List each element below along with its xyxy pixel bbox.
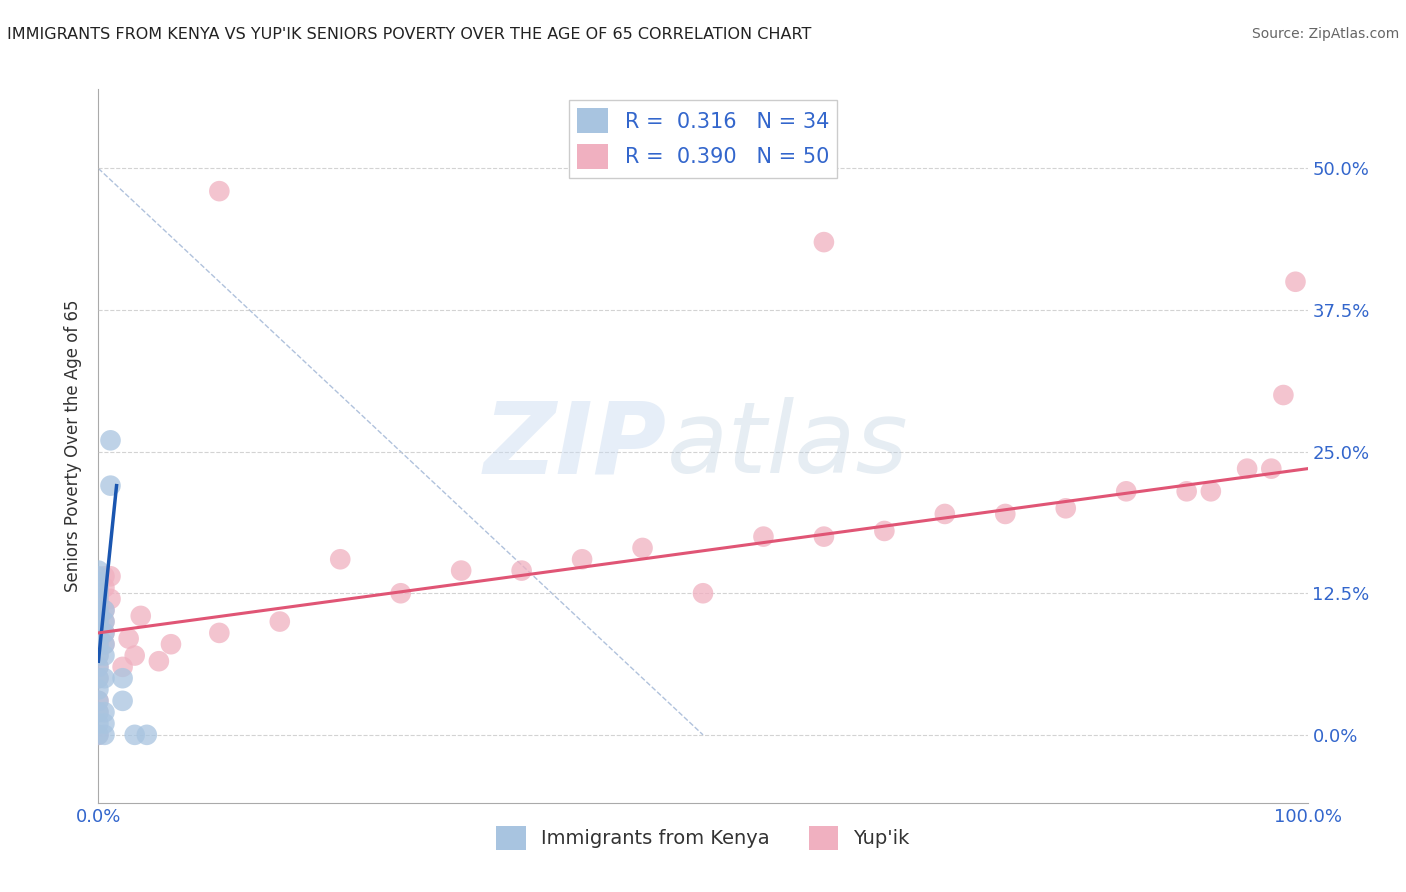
Point — [93, 615, 115, 629]
Point — [87, 591, 110, 606]
Point — [1175, 484, 1198, 499]
Point — [87, 671, 110, 685]
Point — [208, 626, 231, 640]
Point — [87, 615, 110, 629]
Point — [87, 682, 110, 697]
Point — [87, 705, 110, 719]
Point — [1199, 484, 1222, 499]
Point — [160, 637, 183, 651]
Point — [111, 671, 134, 685]
Point — [148, 654, 170, 668]
Point — [87, 694, 110, 708]
Point — [994, 507, 1017, 521]
Point — [1260, 461, 1282, 475]
Point — [87, 564, 110, 578]
Point — [631, 541, 654, 555]
Point — [100, 591, 122, 606]
Point — [813, 530, 835, 544]
Point — [1272, 388, 1295, 402]
Point — [93, 569, 115, 583]
Point — [93, 603, 115, 617]
Point — [813, 235, 835, 249]
Point — [87, 705, 110, 719]
Point — [93, 716, 115, 731]
Point — [571, 552, 593, 566]
Point — [87, 694, 110, 708]
Point — [93, 603, 115, 617]
Point — [129, 608, 152, 623]
Point — [93, 626, 115, 640]
Point — [93, 626, 115, 640]
Point — [87, 581, 110, 595]
Text: atlas: atlas — [666, 398, 908, 494]
Point — [873, 524, 896, 538]
Point — [329, 552, 352, 566]
Point — [1115, 484, 1137, 499]
Point — [87, 637, 110, 651]
Point — [87, 603, 110, 617]
Point — [1054, 501, 1077, 516]
Point — [93, 581, 115, 595]
Point — [87, 660, 110, 674]
Point — [87, 626, 110, 640]
Point — [87, 671, 110, 685]
Point — [118, 632, 141, 646]
Point — [87, 637, 110, 651]
Point — [100, 434, 122, 448]
Point — [87, 648, 110, 663]
Point — [100, 478, 122, 492]
Point — [87, 648, 110, 663]
Point — [87, 574, 110, 589]
Point — [87, 728, 110, 742]
Point — [111, 660, 134, 674]
Point — [93, 648, 115, 663]
Point — [87, 581, 110, 595]
Point — [87, 591, 110, 606]
Text: IMMIGRANTS FROM KENYA VS YUP'IK SENIORS POVERTY OVER THE AGE OF 65 CORRELATION C: IMMIGRANTS FROM KENYA VS YUP'IK SENIORS … — [7, 27, 811, 42]
Point — [93, 671, 115, 685]
Point — [269, 615, 291, 629]
Point — [87, 660, 110, 674]
Point — [135, 728, 157, 742]
Text: Source: ZipAtlas.com: Source: ZipAtlas.com — [1251, 27, 1399, 41]
Point — [752, 530, 775, 544]
Point — [100, 569, 122, 583]
Legend: Immigrants from Kenya, Yup'ik: Immigrants from Kenya, Yup'ik — [488, 818, 918, 857]
Point — [87, 603, 110, 617]
Point — [87, 626, 110, 640]
Point — [93, 728, 115, 742]
Point — [934, 507, 956, 521]
Point — [93, 615, 115, 629]
Point — [124, 648, 146, 663]
Point — [1284, 275, 1306, 289]
Point — [389, 586, 412, 600]
Point — [93, 637, 115, 651]
Point — [692, 586, 714, 600]
Point — [87, 728, 110, 742]
Point — [87, 569, 110, 583]
Point — [87, 586, 110, 600]
Point — [87, 716, 110, 731]
Y-axis label: Seniors Poverty Over the Age of 65: Seniors Poverty Over the Age of 65 — [65, 300, 83, 592]
Point — [111, 694, 134, 708]
Point — [208, 184, 231, 198]
Point — [1236, 461, 1258, 475]
Point — [87, 608, 110, 623]
Point — [510, 564, 533, 578]
Point — [87, 615, 110, 629]
Point — [93, 705, 115, 719]
Point — [93, 637, 115, 651]
Point — [124, 728, 146, 742]
Text: ZIP: ZIP — [484, 398, 666, 494]
Point — [450, 564, 472, 578]
